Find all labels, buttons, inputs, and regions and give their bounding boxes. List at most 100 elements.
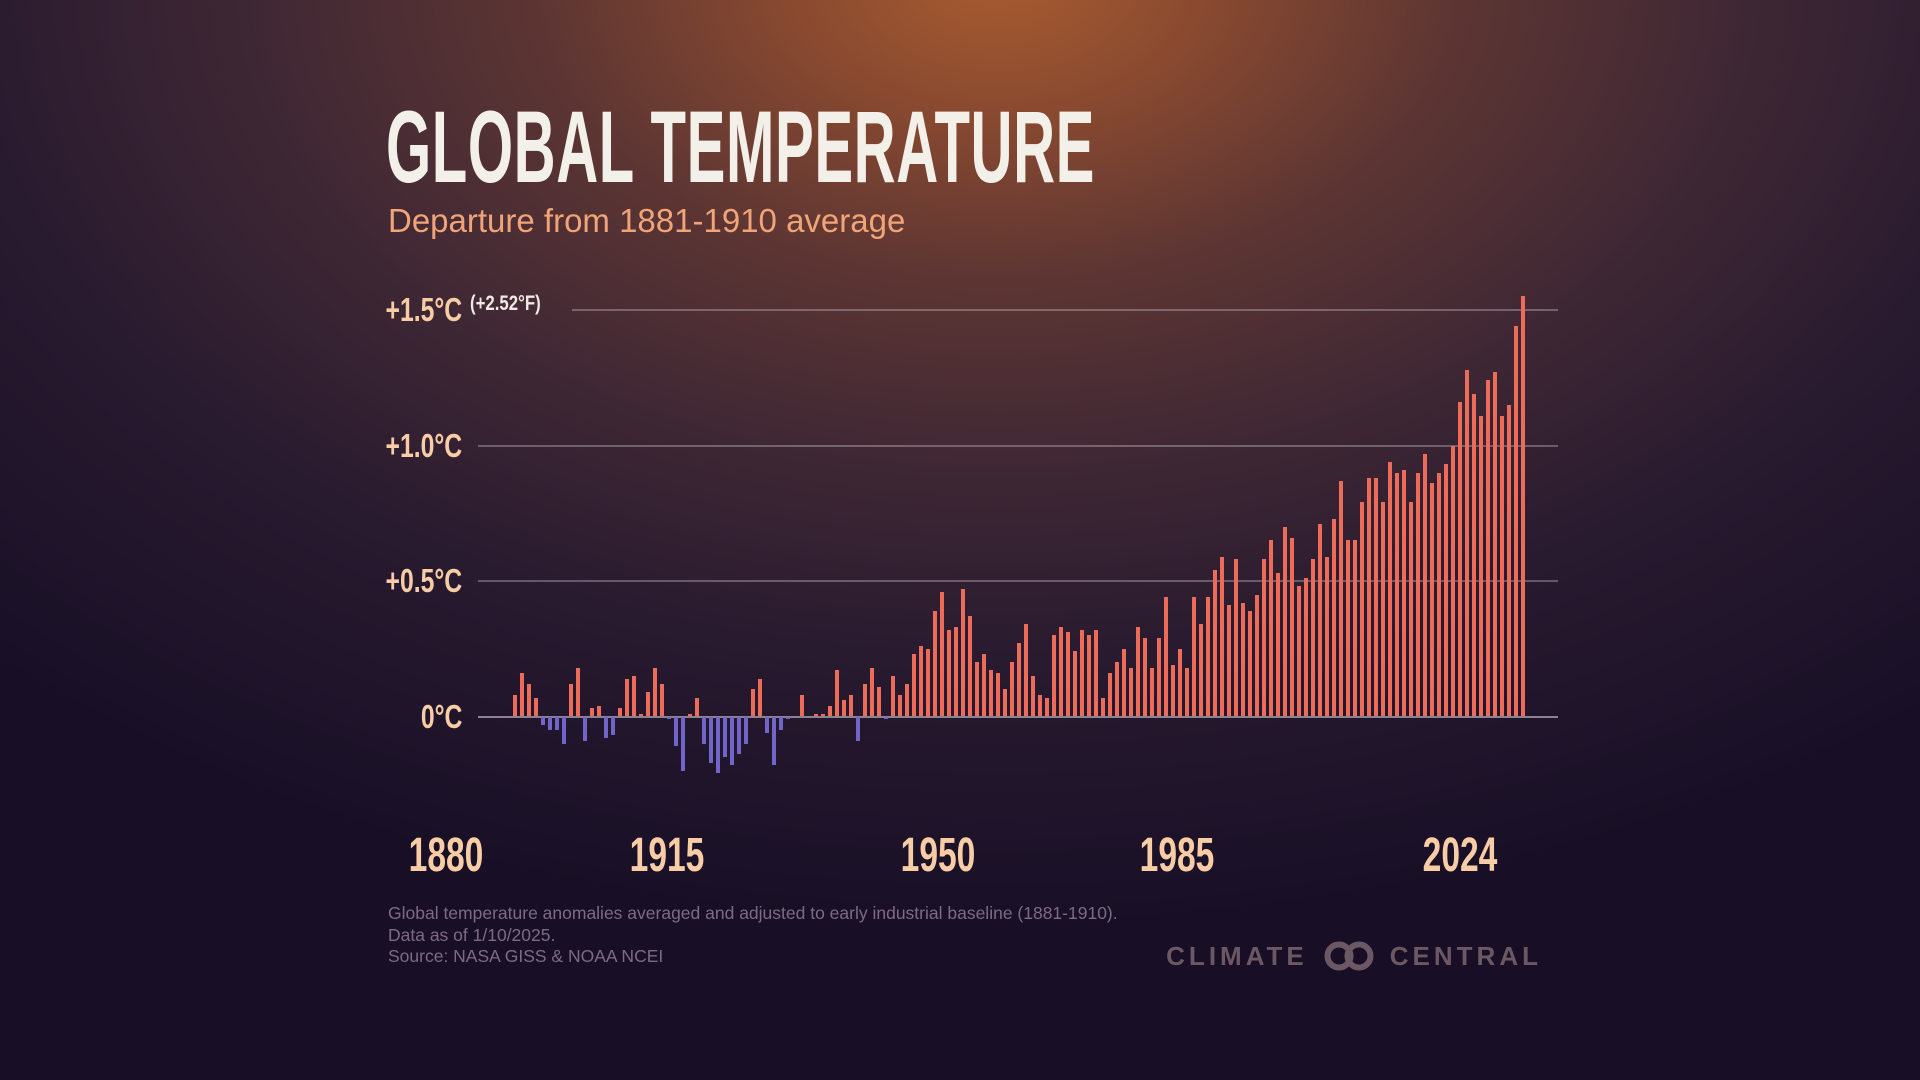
bar-1906 [694,697,700,717]
bar-1955 [1037,694,1043,717]
bar-1884 [540,716,546,725]
bar-1988 [1268,540,1274,717]
bar-1931 [869,667,875,717]
bar-1903 [673,716,679,747]
bar-1926 [834,670,840,717]
bar-2003 [1373,478,1379,717]
gridline-0°C [478,715,1558,718]
bar-1880 [512,694,518,717]
chart-subtitle: Departure from 1881-1910 average [388,202,906,239]
bar-1940 [932,610,938,717]
bar-2012 [1436,472,1442,717]
bar-1939 [925,648,931,717]
bar-1899 [645,692,651,717]
bar-1952 [1016,643,1022,717]
footnote: Global temperature anomalies averaged an… [388,903,1118,968]
bar-1950 [1002,689,1008,717]
bar-1944 [960,589,966,717]
bar-1947 [981,654,987,717]
fahrenheit-annotation: (+2.52°F) [470,292,541,315]
bar-1959 [1065,632,1071,717]
bar-2021 [1499,415,1505,717]
bar-1991 [1289,537,1295,717]
bar-1882 [526,683,532,717]
footnote-line-date: Data as of 1/10/2025. [388,924,556,945]
page-title: GLOBAL TEMPERATURE [386,90,1096,204]
bar-1970 [1142,637,1148,717]
bar-2009 [1415,472,1421,717]
bar-1975 [1177,648,1183,717]
bar-1918 [778,716,784,731]
bar-2023 [1513,326,1519,717]
bar-1891 [589,708,595,717]
bar-1902 [666,716,672,720]
bar-1994 [1310,559,1316,717]
bar-2001 [1359,502,1365,717]
bar-1881 [519,673,525,717]
bar-2020 [1492,372,1498,717]
logo-text-central: CENTRAL [1389,940,1542,971]
bar-1937 [911,654,917,717]
bar-1916 [764,716,770,733]
bar-1949 [995,673,1001,717]
bar-1965 [1107,673,1113,717]
bar-1990 [1282,526,1288,717]
x-axis-label-1950: 1950 [900,829,976,882]
x-axis-label-1880: 1880 [408,829,484,882]
bar-1954 [1030,675,1036,717]
bar-1930 [862,683,868,717]
bar-2011 [1429,483,1435,717]
bar-2019 [1485,380,1491,717]
bar-1951 [1009,662,1015,717]
bar-1908 [708,716,714,763]
bar-1943 [953,627,959,717]
bar-2002 [1366,478,1372,717]
bar-1938 [918,646,924,717]
bar-1963 [1093,629,1099,717]
bar-1960 [1072,651,1078,717]
bar-1981 [1219,556,1225,717]
bar-2015 [1457,402,1463,717]
bar-1979 [1205,597,1211,717]
bar-1967 [1121,648,1127,717]
bar-1910 [722,716,728,758]
bar-1887 [561,716,567,744]
bar-2018 [1478,415,1484,717]
bar-1964 [1100,697,1106,717]
bar-1998 [1338,480,1344,717]
x-axis-label-1915: 1915 [629,829,705,882]
bar-2004 [1380,502,1386,717]
bar-1928 [848,694,854,717]
bar-1968 [1128,667,1134,717]
gridline-+1.5°C [572,309,1558,311]
bar-1996 [1324,556,1330,717]
bar-1913 [743,716,749,744]
bar-1961 [1079,629,1085,717]
bar-1974 [1170,665,1176,717]
bar-1924 [820,713,826,717]
bar-1999 [1345,540,1351,717]
bar-1892 [596,705,602,717]
bar-1889 [575,667,581,717]
bar-1973 [1163,597,1169,717]
footnote-line-baseline: Global temperature anomalies averaged an… [388,903,1118,923]
bar-1969 [1135,627,1141,717]
bar-1921 [799,694,805,717]
y-axis-label-0°C: 0°C [420,697,462,735]
bar-1923 [813,713,819,717]
bar-1977 [1191,597,1197,717]
bar-1946 [974,662,980,717]
bar-1934 [890,675,896,717]
interlocking-rings-icon [1324,941,1374,971]
bar-1993 [1303,578,1309,717]
y-axis-label-+1.0°C: +1.0°C [385,426,462,464]
bar-1982 [1226,605,1232,717]
bar-2024 [1520,296,1526,717]
bar-1896 [624,678,630,717]
gridline-+1.0°C [478,444,1558,447]
bar-1894 [610,716,616,736]
bar-1888 [568,683,574,717]
bar-1962 [1086,635,1092,717]
bar-2022 [1506,404,1512,717]
